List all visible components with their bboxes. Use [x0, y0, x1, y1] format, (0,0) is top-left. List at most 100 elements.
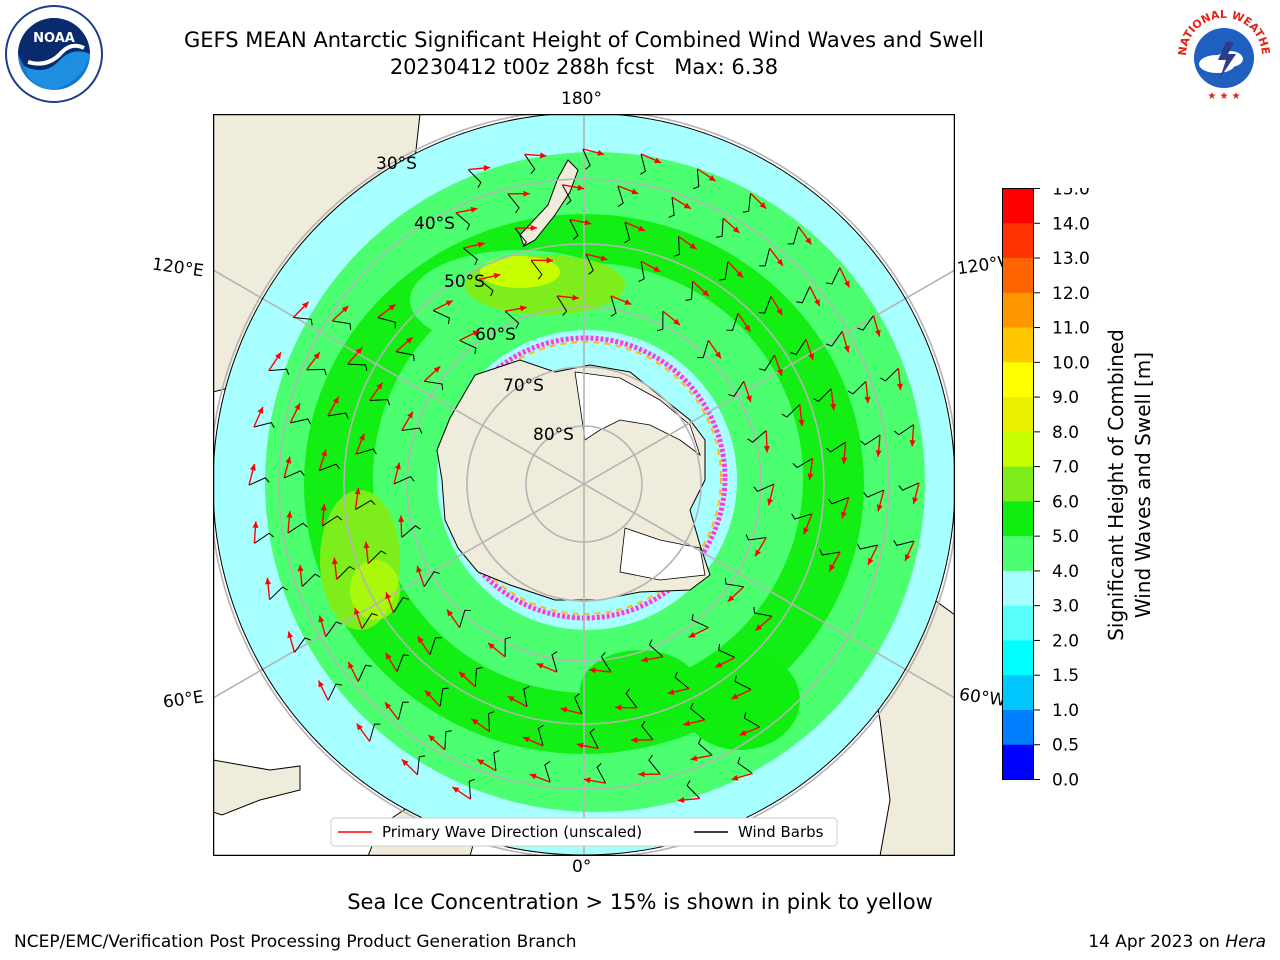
wind-barb [474, 667, 483, 687]
wind-barb [724, 577, 744, 588]
wind-barb [582, 148, 591, 170]
wave-arrow-head [523, 190, 530, 197]
wind-barb [290, 418, 312, 425]
wind-barb [551, 651, 558, 673]
wind-barb [401, 427, 423, 434]
wind-barb [624, 222, 631, 244]
wind-barb [467, 169, 482, 188]
lon-label-0: 0° [572, 857, 592, 877]
wave-arrow-head [776, 258, 783, 266]
colorbar-swatch [1003, 188, 1033, 224]
wave-arrow-head [844, 280, 850, 288]
wind-barb [504, 310, 520, 329]
wind-barb [880, 367, 899, 382]
wave-arrow-head [909, 440, 916, 447]
wind-barb [690, 702, 706, 721]
colorbar-swatch [1003, 396, 1033, 432]
wind-barb [639, 153, 646, 175]
colorbar-label: Significant Height of Combined Wind Wave… [1104, 329, 1155, 641]
lon-label-120e: 120°E [150, 254, 205, 282]
wind-barb [544, 761, 551, 783]
wind-barb [417, 755, 426, 775]
wave-arrow-head [653, 266, 661, 272]
wave-arrow-head [530, 224, 537, 231]
colorbar-tick-label: 6.0 [1052, 492, 1079, 512]
wave-arrow-head [318, 680, 324, 688]
wind-barb [898, 482, 920, 491]
wind-barb [429, 637, 442, 655]
wind-barb [523, 686, 530, 707]
wind-barb [432, 310, 450, 324]
wave-arrow-head [731, 774, 739, 781]
colorbar-tick-label: 4.0 [1052, 562, 1079, 582]
wind-barb [860, 434, 881, 446]
wave-arrow-head [249, 463, 256, 471]
wave-arrow-head [493, 272, 501, 279]
wave-arrow-head [727, 595, 735, 602]
colorbar-swatch [1003, 222, 1033, 259]
wave-arrow-head [808, 353, 814, 361]
wind-barb [656, 311, 664, 332]
wind-barb [283, 470, 305, 479]
wind-barb [361, 613, 378, 629]
wind-barb [455, 212, 471, 231]
wave-arrow-head [472, 330, 480, 337]
wind-barb [742, 193, 751, 213]
wave-arrow-head [416, 565, 423, 573]
wind-barb [753, 483, 775, 493]
wind-barb [718, 644, 736, 658]
wave-arrow-head [385, 592, 392, 600]
wave-arrow-head [715, 661, 723, 668]
wind-barb [856, 543, 878, 550]
wave-arrow-head [445, 300, 453, 307]
colorbar-swatch [1003, 292, 1033, 328]
date-text: 14 Apr 2023 on Hera [1088, 932, 1266, 952]
colorbar-tick-label: 14.0 [1052, 214, 1090, 234]
graticule [213, 114, 955, 856]
wave-arrow-head [583, 777, 591, 784]
africa-land [213, 759, 301, 816]
wave-arrow-head [763, 446, 770, 453]
wind-barb [347, 363, 368, 372]
weddell-ice-shelf [619, 527, 706, 581]
wave-arrow-head [677, 797, 685, 803]
colorbar-tick-label: 15.0 [1052, 188, 1090, 200]
lat-label-80s: 80°S [533, 425, 574, 445]
wave-arrow-head [252, 521, 259, 528]
wind-barb [600, 652, 612, 673]
wind-barb [306, 368, 327, 376]
wind-barb [462, 247, 478, 266]
wave-arrow-head [407, 411, 413, 419]
wind-barb [625, 688, 638, 709]
wave-arrow-head [257, 406, 264, 414]
wind-barb [327, 412, 349, 419]
wave-arrow-head [638, 225, 646, 232]
wave-arrow-head [667, 689, 675, 696]
wind-barb [444, 730, 452, 750]
wave-arrow-head [744, 324, 751, 332]
wave-arrow-head [803, 527, 810, 535]
chart-title: GEFS MEAN Antarctic Significant Height o… [183, 28, 985, 52]
wave-arrow-head [385, 652, 392, 660]
wind-barb [686, 780, 701, 799]
wave-direction-arrows [248, 148, 920, 803]
wave-arrow-head [536, 663, 544, 669]
wave-arrow-head [688, 631, 696, 638]
colorbar-tick-label: 12.0 [1052, 284, 1090, 304]
wind-barb [269, 586, 288, 601]
wind-barb [322, 515, 343, 527]
wind-barb [478, 279, 494, 297]
wind-barb [530, 259, 543, 280]
wind-barb [716, 218, 724, 238]
colorbar-swatch [1003, 639, 1033, 676]
wind-barb [638, 261, 645, 282]
colorbar-tick-label: 1.5 [1052, 666, 1079, 686]
wave-arrow-head [341, 306, 349, 313]
wind-barb [556, 295, 568, 316]
wave-arrow-head [638, 771, 645, 778]
wave-arrow-head [265, 577, 271, 585]
wave-arrow-head [798, 419, 805, 427]
wind-barb [726, 313, 739, 331]
lat-label-50s: 50°S [444, 272, 485, 292]
wind-barb [745, 534, 767, 541]
